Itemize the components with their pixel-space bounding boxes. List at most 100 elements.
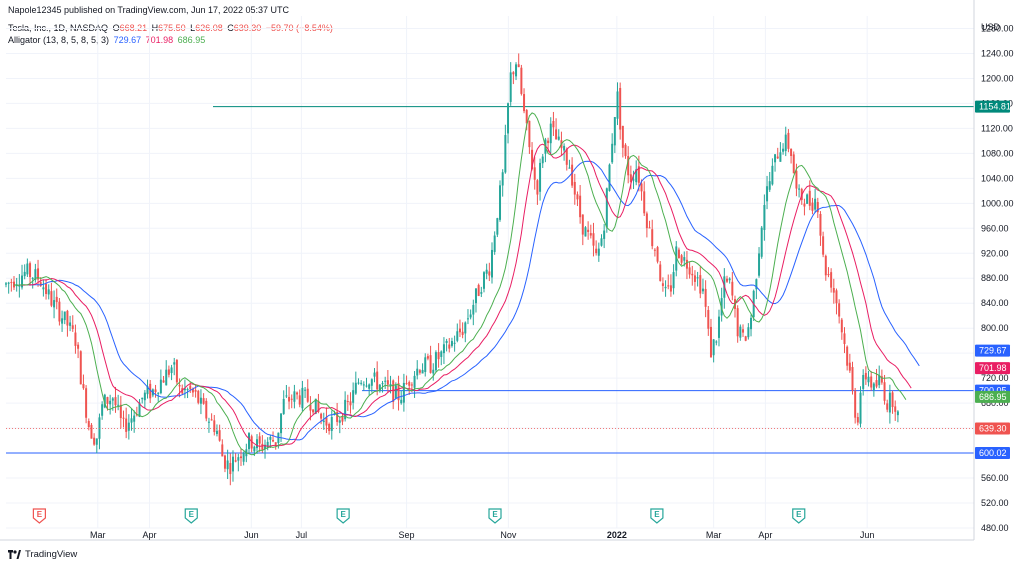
candle-body (290, 398, 293, 400)
candle-body (418, 370, 421, 373)
candle-body (504, 135, 507, 173)
candle-body (592, 233, 595, 246)
candle-body (170, 367, 173, 374)
time-axis[interactable]: Mar Apr Jun Jul Sep Nov 2022 Mar Apr Jun (0, 530, 974, 541)
candle-body (787, 132, 790, 149)
candle-body (90, 424, 93, 439)
price-tick-label: 680.00 (981, 398, 1009, 408)
candle-body (127, 422, 130, 431)
hline-price-label-bg (975, 447, 1010, 460)
earnings-badge (650, 508, 664, 524)
candle-body (886, 403, 889, 410)
candle-body (461, 331, 464, 335)
price-tick-label: 880.00 (981, 273, 1009, 283)
candle-body (298, 395, 301, 405)
candle-body (704, 288, 707, 307)
candle-body (798, 188, 801, 190)
candle-body (835, 290, 838, 304)
candle-body (218, 430, 221, 441)
candle-body (199, 397, 202, 404)
candle-body (95, 438, 98, 445)
candle-body (146, 386, 149, 395)
candle-body (795, 170, 798, 189)
candle-body (119, 404, 122, 419)
candle-body (661, 283, 664, 286)
candle-body (386, 380, 389, 385)
candle-body (154, 389, 157, 392)
tradingview-brand: TradingView (25, 549, 78, 560)
candle-body (613, 117, 616, 146)
price-tick-label: 1000.00 (981, 198, 1014, 208)
candle-body (824, 255, 827, 276)
candle-body (237, 457, 240, 461)
candle-body (750, 317, 753, 330)
earnings-label: E (796, 510, 802, 519)
teeth-value: 701.98 (145, 35, 174, 45)
price-tick-label: 560.00 (981, 473, 1009, 483)
last-value-label-bg (975, 422, 1010, 435)
candle-body (509, 72, 512, 102)
candle-body (231, 456, 234, 472)
candle-body (413, 375, 416, 388)
candle-body (693, 275, 696, 282)
candle-body (600, 238, 603, 246)
candle-body (352, 390, 355, 403)
alligator-lips-line (13, 112, 907, 456)
candle-body (429, 355, 432, 373)
candle-body (226, 460, 229, 470)
candle-body (680, 255, 683, 263)
candle-body (712, 339, 715, 356)
candle-body (776, 156, 779, 159)
candle-body (344, 399, 347, 420)
candle-body (191, 388, 194, 393)
candle-body (288, 396, 291, 402)
horizontal-lines (6, 106, 974, 454)
candle-body (563, 145, 566, 151)
candle-body (87, 421, 90, 428)
candle-body (301, 387, 304, 409)
candle-body (205, 400, 208, 419)
candle-body (173, 362, 176, 365)
candle-body (37, 268, 40, 280)
candle-body (683, 257, 686, 261)
candle-body (896, 411, 899, 416)
candle-body (640, 183, 643, 192)
indicator-name[interactable]: Alligator (13, 8, 5, 8, 5, 3) (8, 35, 110, 45)
candle-body (349, 401, 352, 406)
candle-body (579, 195, 582, 218)
candle-body (109, 400, 112, 405)
candle-body (296, 392, 299, 395)
candle-body (448, 344, 451, 349)
tradingview-footer[interactable]: TradingView (8, 549, 77, 560)
candle-body (221, 444, 224, 457)
candle-body (79, 351, 82, 385)
candle-body (691, 273, 694, 276)
candle-body (867, 376, 870, 383)
earnings-badge (792, 508, 806, 524)
candle-body (330, 417, 333, 431)
candle-body (368, 384, 371, 389)
candle-body (320, 413, 323, 419)
candle-body (21, 275, 24, 288)
candle-body (376, 371, 379, 390)
candle-body (515, 64, 518, 77)
candle-body (405, 383, 408, 385)
candle-body (862, 374, 865, 389)
candle-body (336, 411, 339, 422)
candle-body (74, 332, 77, 346)
candle-body (453, 342, 456, 344)
published-attribution: Napole12345 published on TradingView.com… (8, 5, 290, 15)
candle-body (739, 326, 742, 338)
candle-body (637, 166, 640, 183)
candle-body (274, 442, 277, 445)
candle-body (587, 229, 590, 232)
candle-body (848, 362, 851, 371)
price-tick-label: 1200.00 (981, 73, 1014, 83)
candle-body (466, 318, 469, 320)
candle-body (725, 278, 728, 282)
candle-body (239, 456, 242, 459)
candle-body (605, 188, 608, 228)
candle-body (891, 392, 894, 408)
candle-body (744, 336, 747, 341)
